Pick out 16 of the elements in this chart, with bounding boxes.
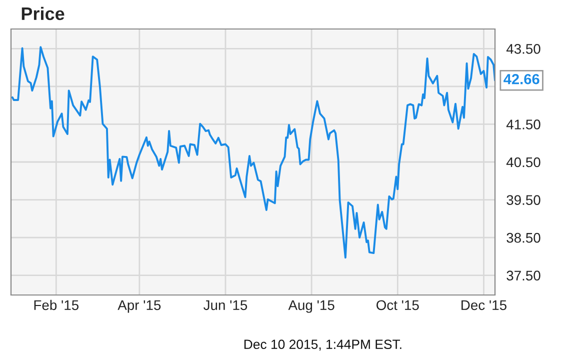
y-tick-label: 43.50 <box>506 44 540 54</box>
x-tick-label: Feb '15 <box>34 300 79 310</box>
line-series <box>11 46 495 259</box>
x-tick-label: Jun '15 <box>204 300 248 310</box>
chart-title: Price <box>22 6 64 20</box>
text: Dec 10 2015, 1:44PM EST. <box>244 340 402 351</box>
x-tick-label: Dec '15 <box>462 300 506 310</box>
x-tick-label: Aug '15 <box>288 300 334 313</box>
y-tick-label: 37.50 <box>506 270 540 281</box>
x-tick-label: Apr '15 <box>118 300 161 313</box>
y-tick-label: 41.50 <box>506 120 540 130</box>
x-tick-label: Oct '15 <box>376 300 419 310</box>
y-tick-label: 38.50 <box>506 232 540 243</box>
y-tick-label: 40.50 <box>506 157 540 168</box>
y-tick-label: 39.50 <box>506 195 540 205</box>
annotation: 42.66 <box>504 74 540 84</box>
